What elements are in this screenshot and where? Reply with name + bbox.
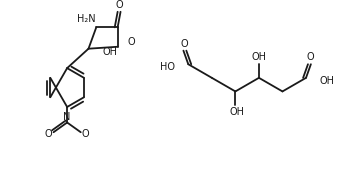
Text: HO: HO <box>160 62 175 72</box>
Text: OH: OH <box>230 107 245 117</box>
Text: OH: OH <box>102 47 117 57</box>
Text: O: O <box>82 129 89 139</box>
Text: O: O <box>127 37 135 47</box>
Text: O: O <box>45 129 53 139</box>
Text: OH: OH <box>320 76 335 86</box>
Text: OH: OH <box>251 52 266 62</box>
Text: O: O <box>181 39 188 49</box>
Text: O: O <box>116 0 123 10</box>
Text: N: N <box>63 112 71 122</box>
Text: O: O <box>306 52 314 62</box>
Text: H₂N: H₂N <box>77 14 96 24</box>
